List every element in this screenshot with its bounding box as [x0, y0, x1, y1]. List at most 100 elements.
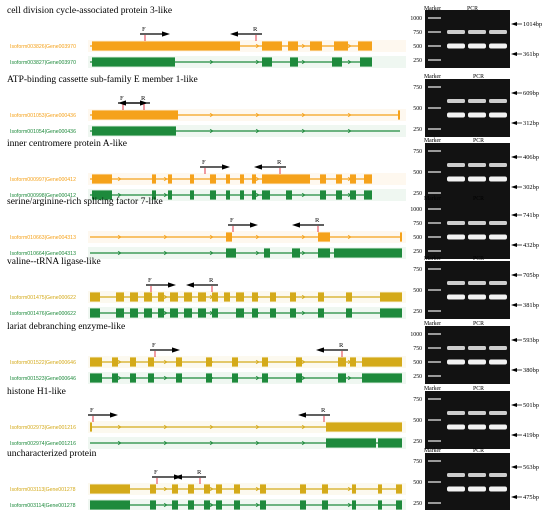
exon-block: [296, 373, 302, 383]
exon-block: [226, 174, 230, 184]
strand-chevron: [163, 375, 168, 381]
strand-chevron: [255, 486, 260, 492]
exon-block: [188, 484, 194, 494]
exon-block: [90, 292, 100, 302]
forward-primer-label: F: [142, 26, 146, 33]
strand-chevron: [209, 234, 214, 240]
ladder-band: [428, 128, 441, 130]
ladder-label: 750: [413, 267, 422, 273]
ladder-label: 750: [413, 149, 422, 155]
isoform-row: Isoform000997|Gene000412: [10, 173, 406, 185]
exon-block: [338, 357, 346, 367]
strand-chevron: [117, 192, 122, 198]
exon-block: [290, 292, 296, 302]
gel-pcr-header: PCR: [473, 256, 484, 262]
exon-block: [346, 308, 352, 318]
gel-pcr-header: PCR: [473, 448, 484, 454]
strand-chevron: [301, 59, 306, 65]
sample-band-upper: [447, 346, 465, 351]
panel-1: cell division cycle-associated protein 3…: [7, 6, 542, 68]
ladder-band: [428, 398, 441, 400]
exon-block: [262, 357, 268, 367]
strand-chevron: [255, 424, 260, 430]
reverse-primer-label: R: [253, 26, 258, 33]
forward-primer-label: F: [120, 95, 124, 102]
exon-block: [216, 484, 222, 494]
exon-block: [336, 190, 342, 200]
strand-chevron: [347, 43, 352, 49]
exon-block: [296, 357, 302, 367]
panel-title: cell division cycle-associated protein 3…: [7, 6, 172, 16]
strand-chevron: [163, 424, 168, 430]
exon-block: [264, 248, 270, 258]
strand-chevron: [163, 502, 168, 508]
exon-block: [232, 373, 238, 383]
exon-block: [350, 190, 356, 200]
exon-block: [116, 292, 124, 302]
ladder-label: 1000: [410, 332, 422, 338]
exon-block: [112, 357, 118, 367]
exon-block: [234, 484, 240, 494]
gel-pcr-header: PCR: [473, 196, 484, 202]
ladder-band: [428, 192, 441, 194]
isoform-label: Isoform001054|Gene000436: [10, 129, 76, 135]
exon-block: [184, 308, 192, 318]
sample-band-upper: [447, 473, 465, 478]
sample-band-upper: [447, 30, 465, 35]
exon-block: [204, 484, 210, 494]
exon-block: [158, 292, 164, 302]
gel-image: [425, 326, 510, 384]
strand-chevron: [301, 234, 306, 240]
sample-band-lower: [447, 486, 465, 492]
strand-chevron: [301, 440, 306, 446]
strand-chevron: [209, 486, 214, 492]
exon-block: [212, 292, 218, 302]
exon-block: [148, 373, 154, 383]
strand-chevron: [163, 440, 168, 446]
band-size-label: 432bp: [523, 242, 539, 249]
isoform-row: Isoform001523|Gene000646: [10, 372, 406, 384]
sample-band-upper: [447, 411, 465, 416]
exon-block: [318, 232, 330, 242]
sample-band-upper: [447, 221, 465, 226]
band-pointer: [511, 465, 517, 469]
strand-chevron: [255, 176, 260, 182]
sample-band-lower: [489, 294, 507, 300]
ladder-band: [428, 222, 441, 224]
isoform-row: Isoform001053|Gene000436: [10, 109, 406, 121]
sample-band-lower: [447, 424, 465, 430]
exon-block: [360, 57, 372, 67]
exon-block: [92, 41, 240, 51]
forward-primer-head: [168, 282, 176, 288]
panel-7: histone H1-like Isoform002973|Gene001216 I…: [7, 386, 539, 449]
gel-marker-header: Marker: [424, 386, 441, 392]
panel-6: lariat debranching enzyme-like Isoform001…: [7, 321, 539, 384]
band-size-label: 361bp: [523, 51, 539, 58]
ladder-label: 500: [413, 288, 422, 294]
isoform-row: Isoform010663|Gene004313: [10, 231, 406, 243]
band-size-label: 380bp: [523, 367, 539, 374]
isoform-label: Isoform001053|Gene000436: [10, 113, 76, 119]
exon-block: [332, 57, 342, 67]
band-size-label: 609bp: [523, 90, 539, 97]
strand-chevron: [301, 359, 306, 365]
sample-band-lower: [447, 234, 465, 240]
exon-block: [262, 190, 270, 200]
exon-block: [326, 438, 376, 448]
exon-block: [320, 190, 326, 200]
reverse-primer-label: R: [197, 469, 202, 476]
ladder-label: 250: [413, 127, 422, 133]
forward-primer-label: F: [148, 277, 152, 284]
forward-primer-head: [162, 31, 170, 37]
ladder-band: [428, 250, 441, 252]
reverse-primer-head: [316, 347, 324, 353]
band-pointer: [511, 155, 517, 159]
ladder-band: [428, 419, 441, 421]
exon-block: [198, 308, 206, 318]
ladder-label: 500: [413, 418, 422, 424]
ladder-label: 500: [413, 235, 422, 241]
gel-pcr-header: PCR: [473, 386, 484, 392]
forward-primer-label: F: [90, 407, 94, 414]
